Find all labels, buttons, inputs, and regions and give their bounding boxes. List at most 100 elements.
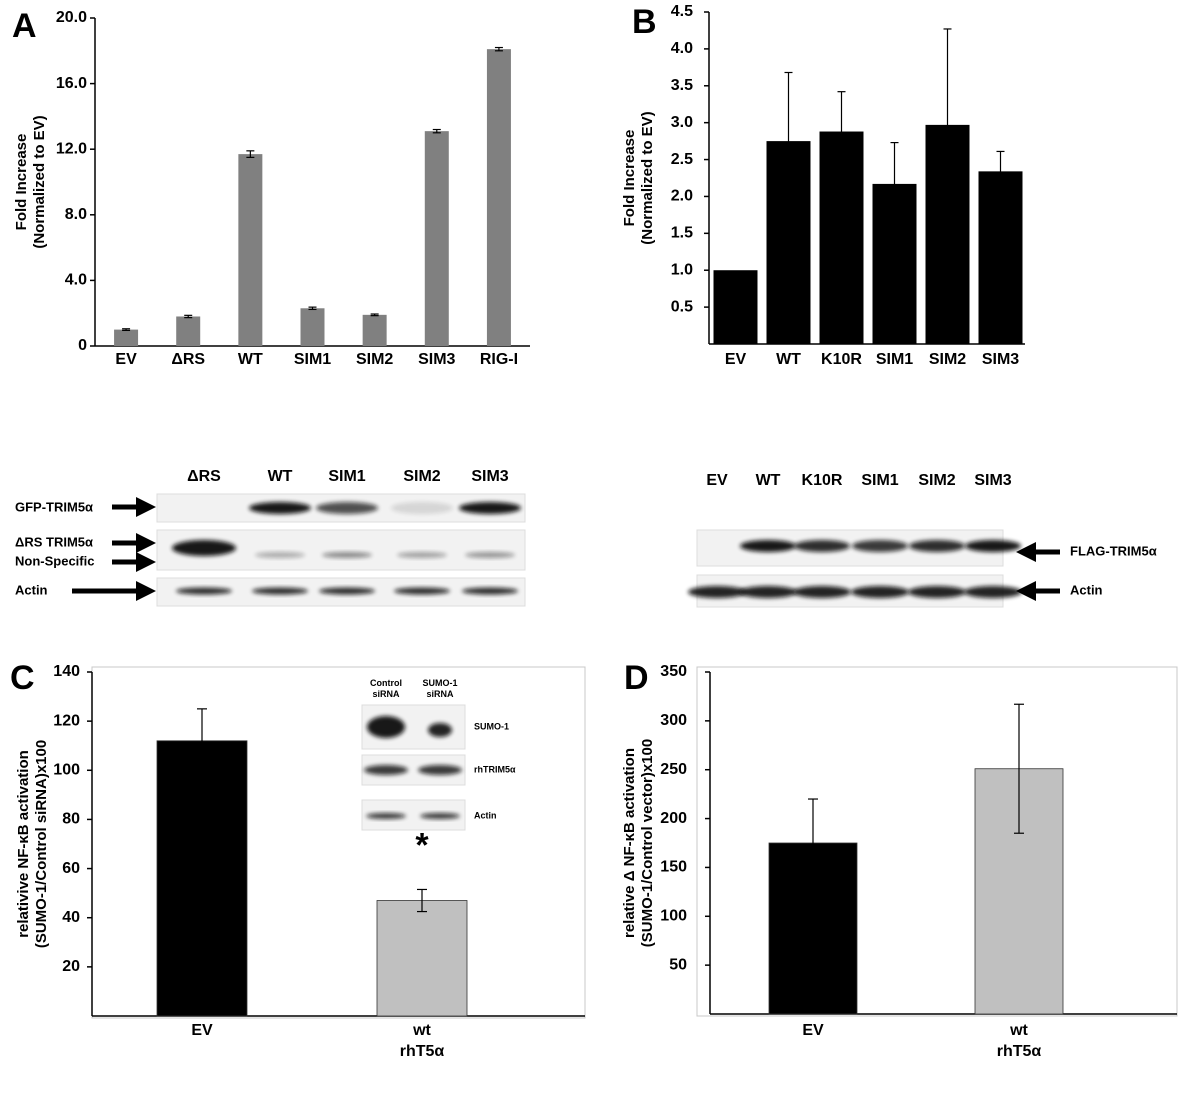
- x-tick-label: SIM1: [876, 351, 913, 368]
- y-tick-label: 8.0: [65, 206, 87, 223]
- blot-band: [908, 586, 966, 598]
- y-tick-label: 60: [62, 860, 80, 877]
- bar: [156, 740, 248, 1017]
- y-tick-label: 140: [53, 663, 80, 680]
- error-bar: [184, 314, 193, 319]
- row-label: rhTRIM5α: [474, 764, 516, 774]
- x-tick-label: ΔRS: [171, 351, 205, 368]
- y-axis-label: Fold Increase: [13, 134, 30, 231]
- error-bar: [494, 46, 503, 52]
- blot-band: [366, 813, 406, 819]
- y-tick-label: 200: [660, 810, 687, 827]
- y-tick-label: 100: [53, 762, 80, 779]
- y-tick-label: 350: [660, 663, 687, 680]
- blot-band: [465, 552, 515, 558]
- row-label: GFP-TRIM5α: [15, 499, 93, 514]
- y-tick-label: 16.0: [56, 75, 87, 92]
- lane-label: SUMO-1 siRNA: [422, 678, 457, 699]
- blot-band: [176, 587, 232, 595]
- x-tick-label: WT: [776, 351, 801, 368]
- error-bar: [417, 888, 427, 913]
- blot-band: [249, 502, 311, 514]
- error-bar: [784, 71, 793, 211]
- blot-band: [965, 540, 1021, 552]
- lane-label: WT: [268, 468, 293, 485]
- lane-label: SIM3: [471, 468, 508, 485]
- bar: [713, 270, 758, 344]
- y-tick-label: 3.0: [671, 114, 693, 131]
- blot-band: [418, 765, 462, 775]
- row-label: Actin: [15, 582, 48, 597]
- blot-band: [394, 587, 450, 595]
- blot-band: [794, 540, 850, 552]
- error-bar: [246, 150, 255, 158]
- bar: [978, 171, 1023, 344]
- row-label: Actin: [1070, 582, 1103, 597]
- x-tick-label: wt rhT5α: [400, 1022, 445, 1060]
- lane-label: SIM2: [403, 468, 440, 485]
- y-tick-label: 250: [660, 761, 687, 778]
- error-bar: [370, 313, 379, 317]
- lane-label: SIM1: [861, 472, 898, 489]
- row-label: SUMO-1: [474, 721, 509, 731]
- y-axis-label: relativive NF-κB activation: [15, 750, 32, 938]
- blot-band: [739, 586, 797, 598]
- error-bar: [837, 91, 846, 172]
- y-tick-label: 2.5: [671, 151, 693, 168]
- blot-band: [322, 552, 372, 558]
- y-axis-label: (Normalized to EV): [31, 115, 48, 248]
- bar: [114, 329, 139, 346]
- error-bar: [890, 141, 899, 226]
- blot-band: [852, 540, 908, 552]
- lane-label: SIM2: [918, 472, 955, 489]
- x-tick-label: SIM3: [982, 351, 1019, 368]
- y-tick-label: 0.5: [671, 298, 693, 315]
- lane-label: EV: [706, 472, 728, 489]
- y-axis-label: (SUMO-1/Control siRNA)x100: [33, 740, 50, 948]
- blot-band: [255, 552, 305, 558]
- y-axis-label: (Normalized to EV): [639, 111, 656, 244]
- blot-band: [172, 540, 236, 556]
- lane-label: K10R: [802, 472, 843, 489]
- y-tick-label: 20: [62, 958, 80, 975]
- y-tick-label: 0: [78, 337, 87, 354]
- y-axis-label: Fold Increase: [621, 130, 638, 227]
- x-tick-label: WT: [238, 351, 263, 368]
- bar: [424, 131, 449, 346]
- x-tick-label: SIM3: [418, 351, 455, 368]
- row-label: FLAG-TRIM5α: [1070, 543, 1157, 558]
- blot-band: [909, 540, 965, 552]
- x-tick-label: SIM2: [356, 351, 393, 368]
- y-tick-label: 1.0: [671, 261, 693, 278]
- x-tick-label: wt rhT5α: [997, 1022, 1042, 1060]
- y-tick-label: 20.0: [56, 9, 87, 26]
- panel-label: B: [632, 3, 657, 41]
- blot-band: [462, 587, 518, 595]
- bar: [486, 49, 511, 346]
- bar: [376, 900, 468, 1017]
- x-tick-label: SIM2: [929, 351, 966, 368]
- row-label: Actin: [474, 810, 497, 820]
- blot-band: [316, 502, 378, 514]
- y-tick-label: 1.5: [671, 225, 693, 242]
- blot-band: [364, 765, 408, 775]
- blot-band: [397, 552, 447, 558]
- x-tick-label: EV: [115, 351, 137, 368]
- x-tick-label: RIG-I: [480, 351, 518, 368]
- y-tick-label: 12.0: [56, 140, 87, 157]
- y-tick-label: 4.0: [65, 272, 87, 289]
- panel-label: A: [12, 7, 37, 45]
- error-bar: [197, 708, 207, 774]
- error-bar: [943, 28, 952, 222]
- row-label: Non-Specific: [15, 553, 94, 568]
- blot-band: [367, 716, 405, 738]
- y-tick-label: 40: [62, 909, 80, 926]
- bar: [176, 316, 201, 346]
- bar: [362, 314, 387, 346]
- blot-band: [420, 813, 460, 819]
- y-tick-label: 50: [669, 956, 687, 973]
- x-tick-label: EV: [725, 351, 747, 368]
- panel-label: D: [624, 659, 649, 697]
